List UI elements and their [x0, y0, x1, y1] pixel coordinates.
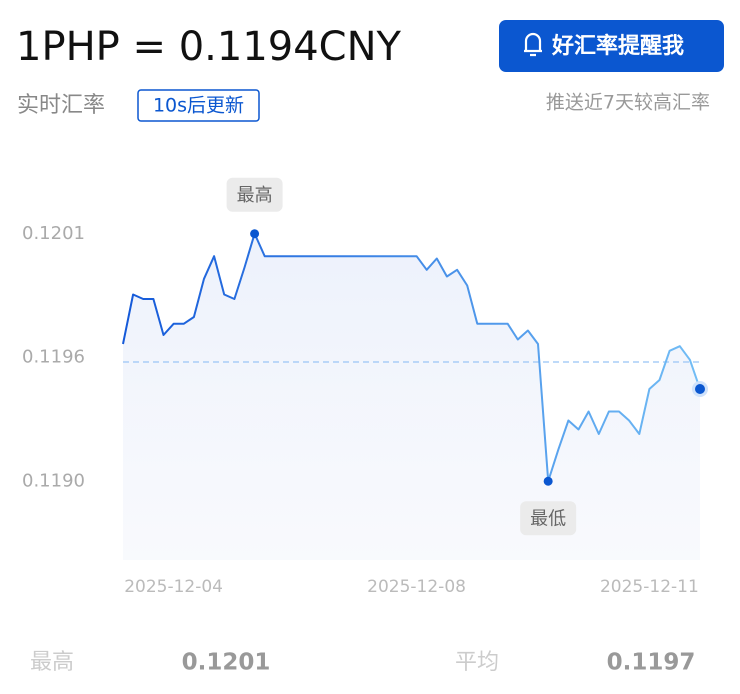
annotation-box [226, 177, 283, 212]
button-bg[interactable] [499, 20, 724, 72]
rate-title: 1PHP = 0.1194CNY [16, 24, 402, 70]
stat-label: 最高 [30, 650, 74, 675]
button-label[interactable]: 好汇率提醒我 [551, 33, 684, 59]
extreme-point [543, 476, 553, 486]
annotation-box [520, 501, 577, 536]
y-tick-label: 0.1196 [22, 347, 85, 368]
annotation: 最高 [237, 185, 273, 206]
annotation: 最低 [530, 508, 566, 529]
stat-label: 平均 [455, 650, 499, 675]
y-tick-label: 0.1190 [22, 470, 85, 491]
rate-line [122, 232, 701, 483]
badge-box [137, 89, 260, 122]
x-tick-label: 2025-12-11 [600, 577, 699, 597]
bell-icon [524, 32, 542, 57]
stat-value: 0.1197 [607, 650, 696, 676]
chart: 0.1201 0.1196 0.1190 2025-12-04 2025-12-08 20… [22, 177, 708, 597]
alert-button[interactable]: 好汇率提醒我 [499, 20, 724, 72]
note: 推送近7天较高汇率 [546, 92, 710, 114]
y-tick-label: 0.1201 [22, 223, 85, 244]
area [123, 233, 700, 560]
update-badge: 10s后更新 [153, 95, 244, 117]
stat-value: 0.1201 [182, 650, 271, 676]
subtitle: 实时汇率 [17, 93, 105, 118]
x-tick-label: 2025-12-08 [367, 577, 466, 597]
current-point [695, 384, 705, 394]
extreme-point [250, 229, 260, 239]
x-tick-label: 2025-12-04 [124, 577, 223, 597]
